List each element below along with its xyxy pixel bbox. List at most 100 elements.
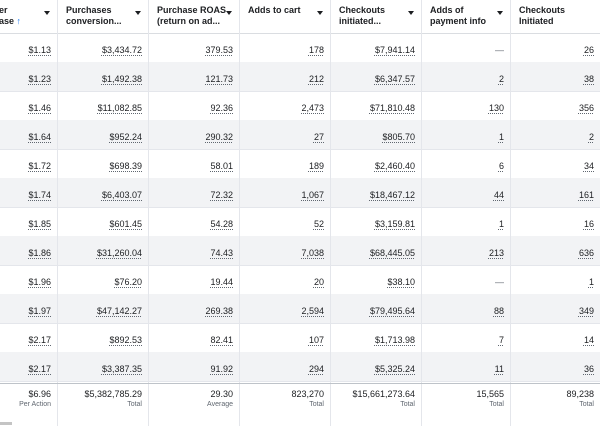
cell-value-link[interactable]: 178 (308, 45, 324, 55)
cell-value-link[interactable]: 44 (493, 190, 504, 200)
chevron-down-icon[interactable] (135, 11, 141, 15)
cell-value-link[interactable]: 36 (583, 364, 594, 374)
cell-value-link[interactable]: 130 (488, 103, 504, 113)
horizontal-scrollbar[interactable] (0, 422, 12, 425)
cell-value-link[interactable]: $71,810.48 (369, 103, 415, 113)
column-header-purchases-conversion-value[interactable]: Purchases conversion... (58, 0, 149, 33)
cell-value-link[interactable]: 2,594 (301, 306, 324, 316)
cell-value-link[interactable]: $6,347.57 (374, 74, 415, 84)
cell-value-link[interactable]: 58.01 (210, 161, 233, 171)
cell-value-link[interactable]: 1 (588, 277, 594, 287)
cell-value-link[interactable]: 88 (493, 306, 504, 316)
cell-value-link[interactable]: $1.96 (28, 277, 51, 287)
cell-value-link[interactable]: 34 (583, 161, 594, 171)
cell-value-link[interactable]: 54.28 (210, 219, 233, 229)
total-label: Total (309, 401, 324, 408)
cell-value-link[interactable]: $76.20 (114, 277, 142, 287)
column-header-purchase-roas[interactable]: Purchase ROAS (return on ad... (149, 0, 240, 33)
cell-value-link[interactable]: $7,941.14 (374, 45, 415, 55)
cell-value-link[interactable]: $1.64 (28, 132, 51, 142)
cell-value-link[interactable]: 16 (583, 219, 594, 229)
cell-value-link[interactable]: 72.32 (210, 190, 233, 200)
cell-value-link[interactable]: 7 (498, 335, 504, 345)
cell-value-link[interactable]: $1.97 (28, 306, 51, 316)
cell-value-link[interactable]: $11,082.85 (97, 103, 142, 113)
cell-value-link[interactable]: 2 (498, 74, 504, 84)
cell-value-link[interactable]: 269.38 (205, 306, 233, 316)
cell-value-link[interactable]: 121.73 (205, 74, 233, 84)
cell-value-link[interactable]: $1.85 (28, 219, 51, 229)
cell-value-link[interactable]: 1 (498, 132, 504, 142)
cell-value-link[interactable]: 26 (583, 45, 594, 55)
cell-value-link[interactable]: $3,434.72 (101, 45, 142, 55)
cell-value-link[interactable]: $1.13 (28, 45, 51, 55)
cell-value-link[interactable]: $31,260.04 (96, 248, 142, 258)
cell-value-link[interactable]: $892.53 (109, 335, 142, 345)
cell-value-link[interactable]: 91.92 (210, 364, 233, 374)
cell-value-link[interactable]: 1,067 (301, 190, 324, 200)
cell-value-link[interactable]: $3,159.81 (374, 219, 415, 229)
cell-value-link[interactable]: $6,403.07 (101, 190, 142, 200)
cell-value-link[interactable]: 294 (308, 364, 324, 374)
cell-value-link[interactable]: 212 (308, 74, 324, 84)
sort-ascending-icon[interactable]: ↑ (16, 16, 22, 26)
column-header-checkouts-initiated[interactable]: Checkouts Initiated (511, 0, 600, 33)
chevron-down-icon[interactable] (497, 11, 503, 15)
cell-value-link[interactable]: $1.72 (28, 161, 51, 171)
cell-value-link[interactable]: 161 (578, 190, 594, 200)
cell-value-link[interactable]: $1.23 (28, 74, 51, 84)
column-header-cost-per-purchase[interactable]: er ase ↑ (0, 0, 58, 33)
cell-value-link[interactable]: $698.39 (109, 161, 142, 171)
cell-value-link[interactable]: 213 (488, 248, 504, 258)
column-header-adds-of-payment-info[interactable]: Adds of payment info (422, 0, 511, 33)
cell-value-link[interactable]: 356 (578, 103, 594, 113)
cell-value-link[interactable]: 14 (583, 335, 594, 345)
total-value: 823,270 (291, 389, 324, 399)
cell-value-link[interactable]: 92.36 (210, 103, 233, 113)
cell-value-link[interactable]: $68,445.05 (369, 248, 415, 258)
cell-value-link[interactable]: 20 (313, 277, 324, 287)
chevron-down-icon[interactable] (408, 11, 414, 15)
cell-value-link[interactable]: 6 (498, 161, 504, 171)
cell-value-link[interactable]: $2,460.40 (374, 161, 415, 171)
column-header-checkouts-initiated-value[interactable]: Checkouts initiated... (331, 0, 422, 33)
cell-value-link[interactable]: 19.44 (210, 277, 233, 287)
cell-value-link[interactable]: $1.74 (28, 190, 51, 200)
cell-value-link[interactable]: 82.41 (210, 335, 233, 345)
cell-value-link[interactable]: 636 (578, 248, 594, 258)
cell-value-link[interactable]: 189 (308, 161, 324, 171)
cell-value-link[interactable]: $601.45 (109, 219, 142, 229)
cell-value-link[interactable]: 27 (313, 132, 324, 142)
cell-value-link[interactable]: 52 (313, 219, 324, 229)
cell-value-link[interactable]: $5,325.24 (374, 364, 415, 374)
chevron-down-icon[interactable] (226, 11, 232, 15)
cell-value-link[interactable]: 2 (588, 132, 594, 142)
cell-value-link[interactable]: 2,473 (301, 103, 324, 113)
cell-value-link[interactable]: $38.10 (387, 277, 415, 287)
column-header-adds-to-cart[interactable]: Adds to cart (240, 0, 331, 33)
cell-value-link[interactable]: $3,387.35 (101, 364, 142, 374)
cell-value-link[interactable]: 379.53 (205, 45, 233, 55)
cell-value-link[interactable]: $2.17 (28, 335, 51, 345)
cell-value-link[interactable]: $2.17 (28, 364, 51, 374)
cell-value-link[interactable]: 107 (308, 335, 324, 345)
cell-value-link[interactable]: 38 (583, 74, 594, 84)
cell-value-link[interactable]: $1.46 (28, 103, 51, 113)
cell-value-link[interactable]: 1 (498, 219, 504, 229)
cell-value-link[interactable]: $18,467.12 (369, 190, 415, 200)
cell-value-link[interactable]: 11 (494, 364, 504, 374)
cell-value-link[interactable]: $47,142.27 (96, 306, 142, 316)
cell-value-link[interactable]: $1.86 (28, 248, 51, 258)
chevron-down-icon[interactable] (44, 11, 50, 15)
cell-value-link[interactable]: 349 (578, 306, 594, 316)
table-cell: $79,495.64 (331, 294, 422, 323)
cell-value-link[interactable]: $1,713.98 (374, 335, 415, 345)
cell-value-link[interactable]: 74.43 (210, 248, 233, 258)
cell-value-link[interactable]: 7,038 (301, 248, 324, 258)
cell-value-link[interactable]: $1,492.38 (101, 74, 142, 84)
cell-value-link[interactable]: $805.70 (382, 132, 415, 142)
chevron-down-icon[interactable] (317, 11, 323, 15)
cell-value-link[interactable]: 290.32 (205, 132, 233, 142)
cell-value-link[interactable]: $79,495.64 (369, 306, 415, 316)
cell-value-link[interactable]: $952.24 (109, 132, 142, 142)
